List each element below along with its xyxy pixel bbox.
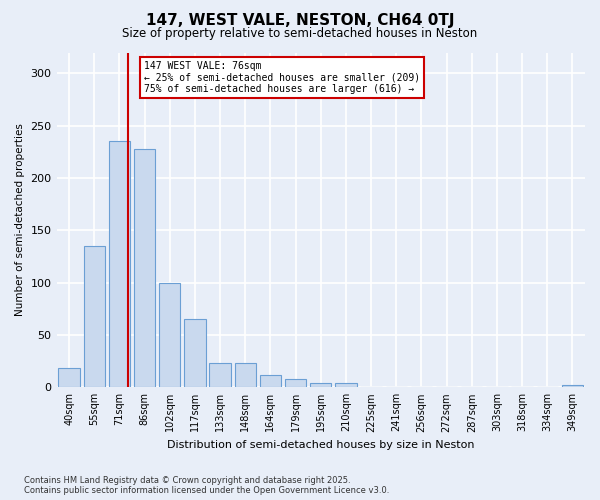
Text: 147, WEST VALE, NESTON, CH64 0TJ: 147, WEST VALE, NESTON, CH64 0TJ	[146, 12, 454, 28]
Bar	[83, 246, 105, 388]
Bar	[235, 363, 256, 388]
Bar	[310, 383, 331, 388]
Bar	[209, 363, 231, 388]
Bar	[285, 379, 307, 388]
X-axis label: Distribution of semi-detached houses by size in Neston: Distribution of semi-detached houses by …	[167, 440, 475, 450]
Bar	[335, 383, 356, 388]
Y-axis label: Number of semi-detached properties: Number of semi-detached properties	[15, 124, 25, 316]
Text: 147 WEST VALE: 76sqm
← 25% of semi-detached houses are smaller (209)
75% of semi: 147 WEST VALE: 76sqm ← 25% of semi-detac…	[144, 61, 420, 94]
Bar	[58, 368, 80, 388]
Bar	[260, 375, 281, 388]
Text: Contains HM Land Registry data © Crown copyright and database right 2025.
Contai: Contains HM Land Registry data © Crown c…	[24, 476, 389, 495]
Bar	[134, 149, 155, 388]
Text: Size of property relative to semi-detached houses in Neston: Size of property relative to semi-detach…	[122, 28, 478, 40]
Bar	[562, 385, 583, 388]
Bar	[184, 320, 206, 388]
Bar	[159, 282, 181, 388]
Bar	[109, 142, 130, 388]
